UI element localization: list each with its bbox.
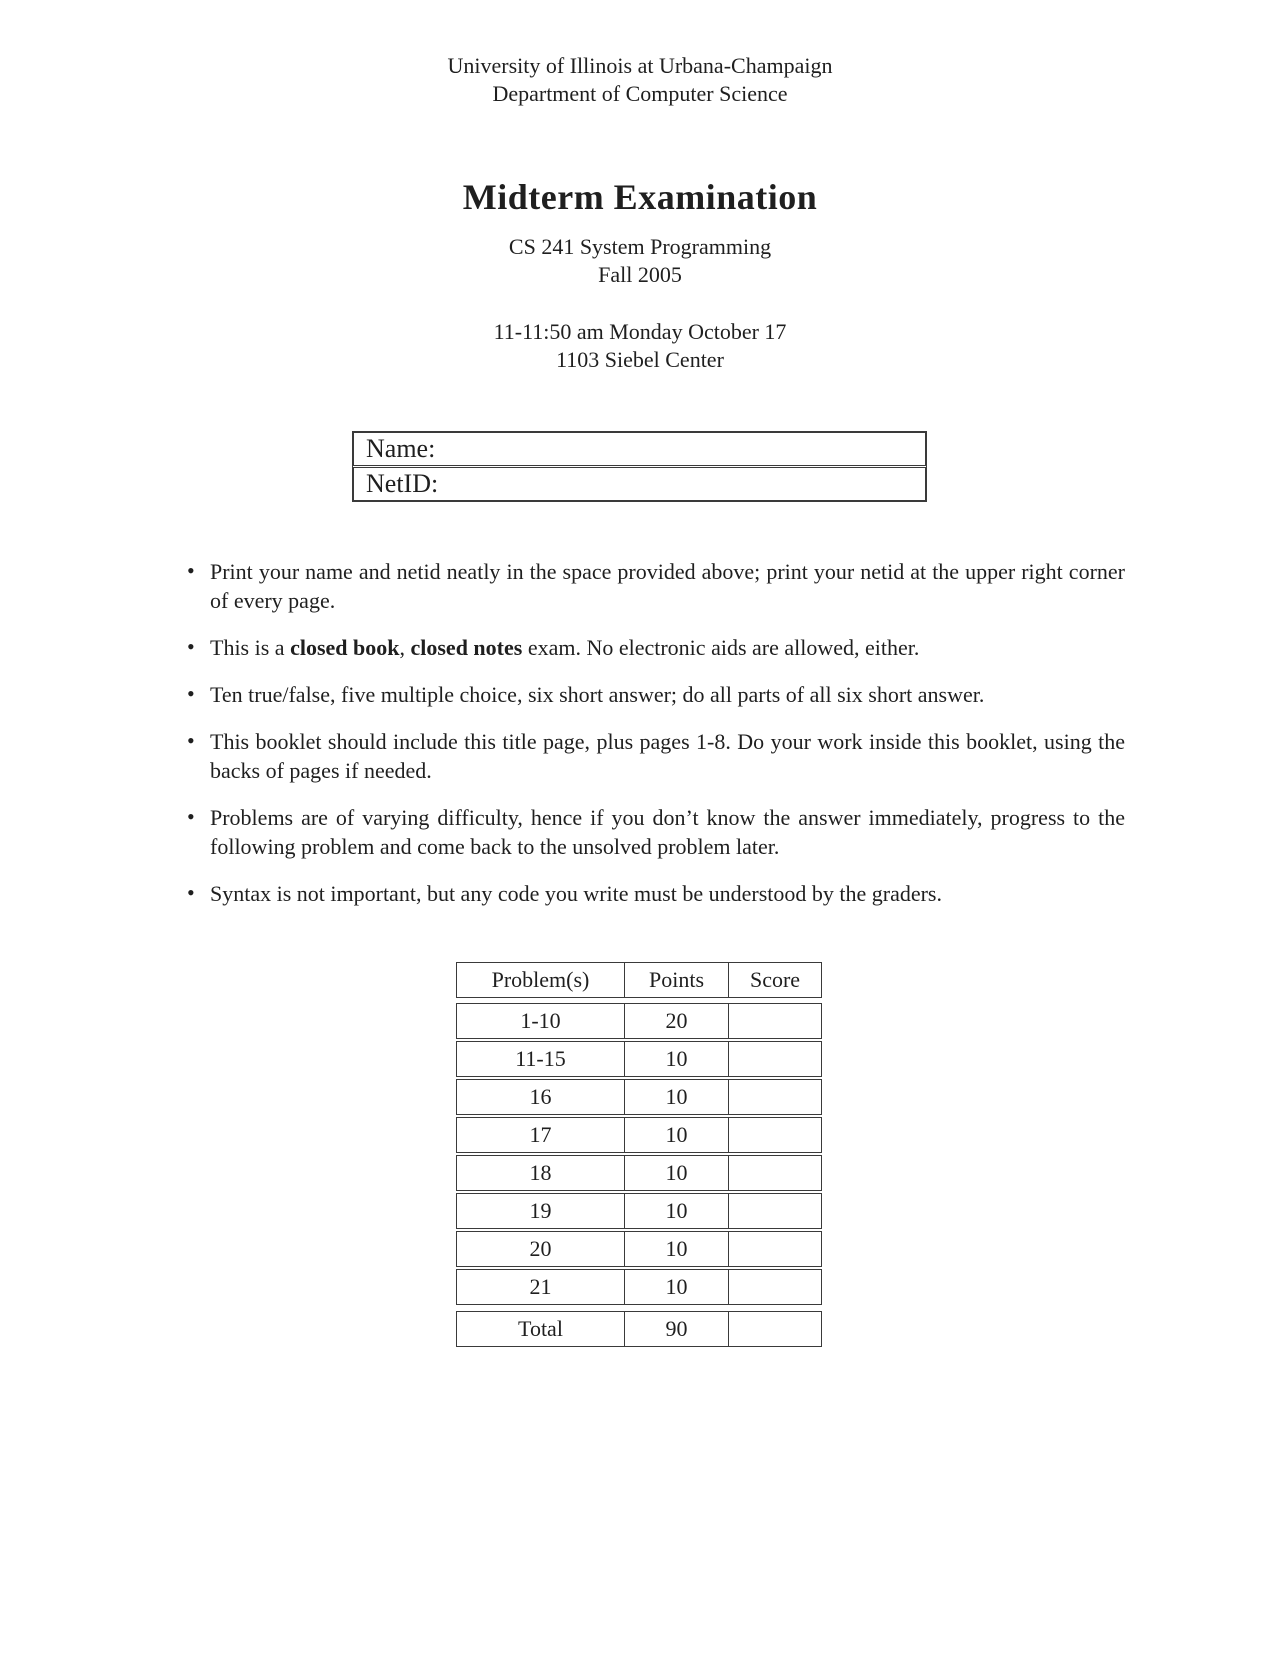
table-total-row: Total 90: [456, 1311, 822, 1347]
points-cell: 10: [624, 1270, 728, 1304]
instruction-item: • Syntax is not important, but any code y…: [187, 879, 1125, 908]
score-table: Problem(s) Points Score 1-10 20 11-15 10 16 10 17…: [456, 962, 822, 1347]
table-row: 17 10: [456, 1117, 822, 1153]
table-row: 11-15 10: [456, 1041, 822, 1077]
total-points-cell: 90: [624, 1312, 728, 1346]
course-name: CS 241 System Programming: [508, 234, 772, 259]
col-header-problems: Problem(s): [491, 967, 590, 992]
table-row: 21 10: [456, 1269, 822, 1305]
points-cell: 10: [624, 1118, 728, 1152]
problems-cell: 20: [529, 1236, 552, 1261]
points-cell: 10: [624, 1080, 728, 1114]
score-cell: [728, 1270, 821, 1304]
instruction-text: Syntax is not important, but any code yo…: [210, 879, 1125, 908]
department-name: Department of Computer Science: [492, 81, 788, 106]
text-segment: Print your name and netid neatly in the …: [210, 559, 1125, 613]
bullet-icon: •: [187, 728, 195, 753]
institution-header: University of Illinois at Urbana-Champai…: [0, 52, 1280, 108]
instruction-text: Ten true/false, five multiple choice, si…: [210, 680, 1125, 709]
instruction-text: This booklet should include this title p…: [210, 727, 1125, 785]
text-segment: Problems are of varying difficulty, henc…: [210, 805, 1125, 859]
instruction-item: • Problems are of varying difficulty, hen…: [187, 803, 1125, 861]
problems-cell: 18: [529, 1160, 552, 1185]
bullet-icon: •: [187, 880, 195, 905]
points-cell: 10: [624, 1042, 728, 1076]
bullet-icon: •: [187, 681, 195, 706]
netid-label: NetID:: [366, 469, 439, 498]
table-row: 18 10: [456, 1155, 822, 1191]
instruction-text: Print your name and netid neatly in the …: [210, 557, 1125, 615]
score-cell: [728, 1194, 821, 1228]
points-cell: 10: [624, 1156, 728, 1190]
emphasized-text: closed book: [290, 635, 400, 660]
session-block: 11-11:50 am Monday October 17 1103 Siebe…: [0, 318, 1280, 374]
page-title: Midterm Examination: [462, 177, 818, 217]
exam-location: 1103 Siebel Center: [556, 347, 724, 372]
table-row: 16 10: [456, 1079, 822, 1115]
netid-row: NetID:: [353, 467, 926, 501]
name-row: Name:: [353, 432, 926, 466]
bullet-icon: •: [187, 634, 195, 659]
problems-cell: 11-15: [515, 1046, 566, 1071]
total-label-cell: Total: [518, 1316, 563, 1341]
instruction-item: • Print your name and netid neatly in the…: [187, 557, 1125, 615]
text-segment: Ten true/false, five multiple choice, si…: [210, 682, 985, 707]
col-header-points: Points: [624, 963, 728, 997]
problems-cell: 17: [529, 1122, 552, 1147]
text-segment: Syntax is not important, but any code yo…: [210, 881, 942, 906]
table-header-row: Problem(s) Points Score: [456, 962, 822, 998]
institution-name: University of Illinois at Urbana-Champai…: [447, 53, 833, 78]
table-row: 19 10: [456, 1193, 822, 1229]
points-cell: 10: [624, 1232, 728, 1266]
problems-cell: 16: [529, 1084, 552, 1109]
table-row: 1-10 20: [456, 1003, 822, 1039]
points-cell: 20: [624, 1004, 728, 1038]
bullet-icon: •: [187, 558, 195, 583]
total-score-cell: [728, 1312, 821, 1346]
score-cell: [728, 1232, 821, 1266]
name-label: Name:: [366, 434, 436, 463]
course-block: CS 241 System Programming Fall 2005: [0, 233, 1280, 289]
identity-box: Name: NetID:: [352, 431, 927, 502]
problems-cell: 1-10: [520, 1008, 561, 1033]
points-cell: 10: [624, 1194, 728, 1228]
text-segment: exam. No electronic aids are allowed, ei…: [522, 635, 920, 660]
score-cell: [728, 1042, 821, 1076]
score-cell: [728, 1004, 821, 1038]
exam-datetime: 11-11:50 am Monday October 17: [493, 319, 787, 344]
instructions-list: • Print your name and netid neatly in the…: [187, 557, 1125, 926]
text-segment: ,: [399, 635, 411, 660]
col-header-score: Score: [728, 963, 821, 997]
bullet-icon: •: [187, 804, 195, 829]
text-segment: This booklet should include this title p…: [210, 729, 1125, 783]
score-cell: [728, 1156, 821, 1190]
instruction-text: Problems are of varying difficulty, henc…: [210, 803, 1125, 861]
text-segment: This is a: [210, 635, 291, 660]
table-row: 20 10: [456, 1231, 822, 1267]
score-cell: [728, 1118, 821, 1152]
course-term: Fall 2005: [598, 262, 682, 287]
emphasized-text: closed notes: [410, 635, 523, 660]
instruction-item: • This is a closed book, closed notes exa…: [187, 633, 1125, 662]
instruction-item: • This booklet should include this title …: [187, 727, 1125, 785]
score-cell: [728, 1080, 821, 1114]
problems-cell: 19: [529, 1198, 552, 1223]
instruction-text: This is a closed book, closed notes exam…: [210, 633, 1125, 662]
instruction-item: • Ten true/false, five multiple choice, s…: [187, 680, 1125, 709]
problems-cell: 21: [529, 1274, 552, 1299]
